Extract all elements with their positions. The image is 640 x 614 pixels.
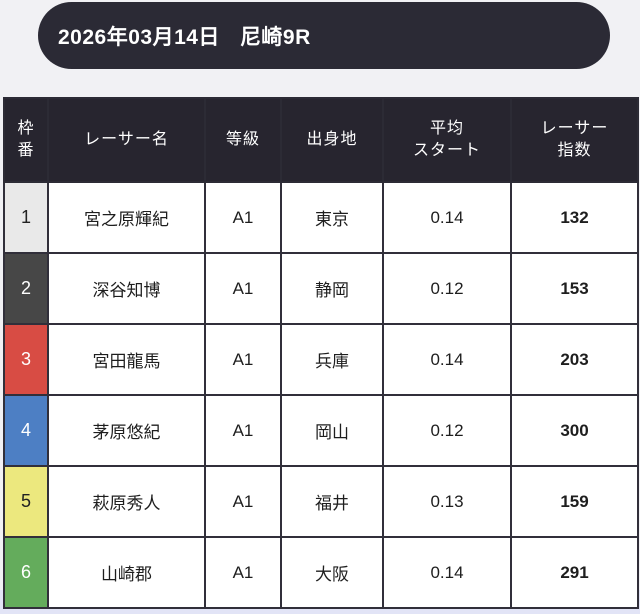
grade-cell: A1 [204,465,282,538]
racer-index-cell: 300 [510,394,639,467]
racer-index-cell: 291 [510,536,639,609]
race-date-label: 2026年03月14日 [58,25,220,49]
racer-name-cell: 深谷知博 [47,252,206,325]
origin-cell: 静岡 [280,252,384,325]
grade-cell: A1 [204,181,282,254]
origin-cell: 兵庫 [280,323,384,396]
racer-index-cell: 159 [510,465,639,538]
origin-cell: 東京 [280,181,384,254]
frame-number-cell: 5 [3,465,49,538]
origin-cell: 福井 [280,465,384,538]
avg-start-cell: 0.14 [382,536,512,609]
racer-row: 2 深谷知博 A1 静岡 0.12 153 [3,252,639,325]
grade-cell: A1 [204,536,282,609]
avg-start-cell: 0.13 [382,465,512,538]
racer-name-cell: 宮田龍馬 [47,323,206,396]
racer-row: 6 山崎郡 A1 大阪 0.14 291 [3,536,639,609]
racer-index-cell: 203 [510,323,639,396]
racer-row: 3 宮田龍馬 A1 兵庫 0.14 203 [3,323,639,396]
frame-number-cell: 4 [3,394,49,467]
grade-cell: A1 [204,252,282,325]
racer-index-cell: 132 [510,181,639,254]
column-header-avg-start: 平均 スタート [382,97,512,183]
racer-table: 枠 番 レーサー名 等級 出身地 平均 スタート レーサー 指数 1 宮之原輝紀… [3,97,639,609]
frame-number-cell: 1 [3,181,49,254]
column-header-racer-index: レーサー 指数 [510,97,639,183]
frame-number-cell: 6 [3,536,49,609]
racer-index-cell: 153 [510,252,639,325]
avg-start-cell: 0.12 [382,394,512,467]
column-header-origin: 出身地 [280,97,384,183]
column-header-frame: 枠 番 [3,97,49,183]
avg-start-cell: 0.12 [382,252,512,325]
racer-name-cell: 茅原悠紀 [47,394,206,467]
racer-name-cell: 萩原秀人 [47,465,206,538]
frame-number-cell: 3 [3,323,49,396]
table-header: 枠 番 レーサー名 等級 出身地 平均 スタート レーサー 指数 [3,97,639,183]
racer-name-cell: 山崎郡 [47,536,206,609]
racer-row: 5 萩原秀人 A1 福井 0.13 159 [3,465,639,538]
racer-row: 4 茅原悠紀 A1 岡山 0.12 300 [3,394,639,467]
grade-cell: A1 [204,323,282,396]
column-header-grade: 等級 [204,97,282,183]
racer-name-cell: 宮之原輝紀 [47,181,206,254]
column-header-name: レーサー名 [47,97,206,183]
frame-number-cell: 2 [3,252,49,325]
avg-start-cell: 0.14 [382,323,512,396]
avg-start-cell: 0.14 [382,181,512,254]
race-title-label: 尼崎9R [239,25,311,49]
race-header-pill: 2026年03月14日 尼崎9R [38,2,610,69]
origin-cell: 大阪 [280,536,384,609]
racer-row: 1 宮之原輝紀 A1 東京 0.14 132 [3,181,639,254]
grade-cell: A1 [204,394,282,467]
origin-cell: 岡山 [280,394,384,467]
